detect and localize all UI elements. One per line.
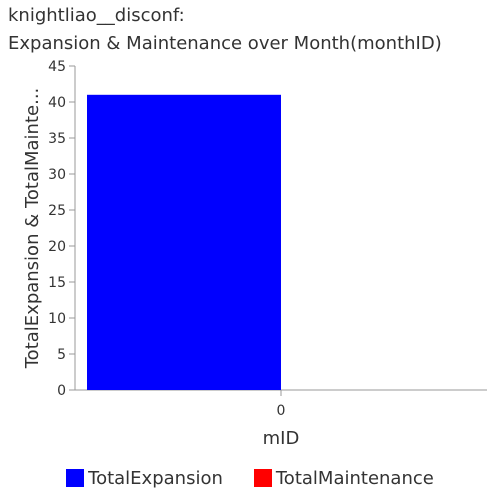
x-axis-title: mID [263, 428, 300, 449]
y-tick-label: 15 [48, 275, 66, 291]
x-axis-ticks: 0 [277, 390, 286, 419]
y-tick-label: 5 [57, 347, 66, 363]
legend-swatch-total-expansion [66, 469, 85, 487]
legend-label-total-maintenance: TotalMaintenance [275, 467, 434, 489]
legend-swatch-total-maintenance [253, 469, 272, 487]
chart-title-line-2: Expansion & Maintenance over Month(month… [8, 33, 442, 54]
chart-title-line-1: knightliao__disconf: [8, 5, 185, 26]
y-tick-label: 40 [48, 95, 66, 111]
y-tick-label: 25 [48, 203, 66, 219]
y-tick-label: 20 [48, 239, 66, 255]
legend-label-total-expansion: TotalExpansion [88, 467, 223, 489]
bar-totalexpansion-0[interactable] [87, 94, 281, 391]
legend-item-total-expansion[interactable]: TotalExpansion [66, 466, 223, 490]
y-tick-label: 30 [48, 167, 66, 183]
bars [87, 94, 281, 391]
y-tick-label: 0 [57, 383, 66, 399]
y-axis-ticks: 0 5 10 15 20 25 30 35 40 45 [48, 59, 75, 399]
x-tick-label: 0 [277, 403, 286, 419]
legend: TotalExpansion TotalMaintenance [0, 466, 500, 490]
y-tick-label: 35 [48, 131, 66, 147]
y-tick-label: 10 [48, 311, 66, 327]
legend-item-total-maintenance[interactable]: TotalMaintenance [253, 466, 434, 490]
y-axis-title: TotalExpansion & TotalMainte... [22, 88, 43, 370]
y-tick-label: 45 [48, 59, 66, 75]
